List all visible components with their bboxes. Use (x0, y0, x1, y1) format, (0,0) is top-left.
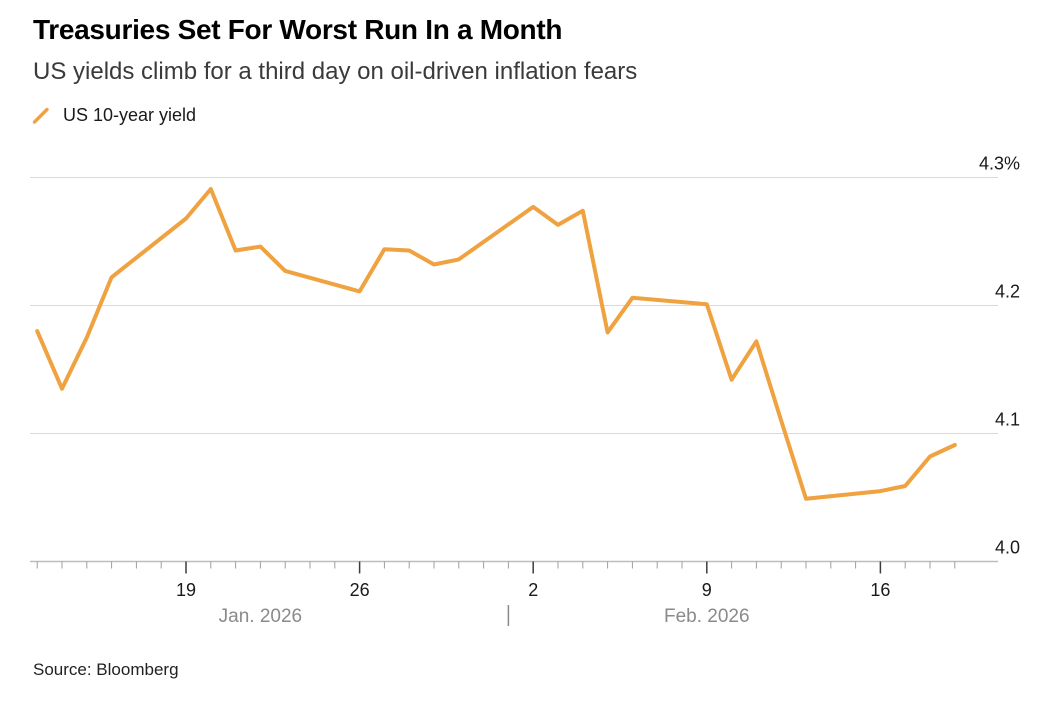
page-title: Treasuries Set For Worst Run In a Month (33, 14, 563, 45)
x-tick-label: 26 (350, 580, 370, 600)
x-tick-label: 2 (528, 580, 538, 600)
yield-line-path (35, 187, 957, 501)
month-label: Jan. 2026 (219, 606, 302, 627)
y-axis-label: 4.0 (995, 538, 1020, 558)
y-axis-label: 4.1 (995, 410, 1020, 430)
legend-label: US 10-year yield (63, 105, 197, 125)
chart-subtitle: US yields climb for a third day on oil-d… (33, 58, 638, 85)
x-tick-label: 19 (176, 580, 196, 600)
y-axis-label: 4.2 (995, 282, 1020, 302)
source-credit: Source: Bloomberg (33, 660, 179, 679)
y-axis-label: 4.3% (979, 154, 1020, 174)
x-tick-label: 16 (870, 580, 890, 600)
legend: US 10-year yield (32, 105, 196, 126)
line-series-icon (32, 107, 49, 124)
month-label: Feb. 2026 (664, 606, 750, 627)
x-tick-label: 9 (702, 580, 712, 600)
